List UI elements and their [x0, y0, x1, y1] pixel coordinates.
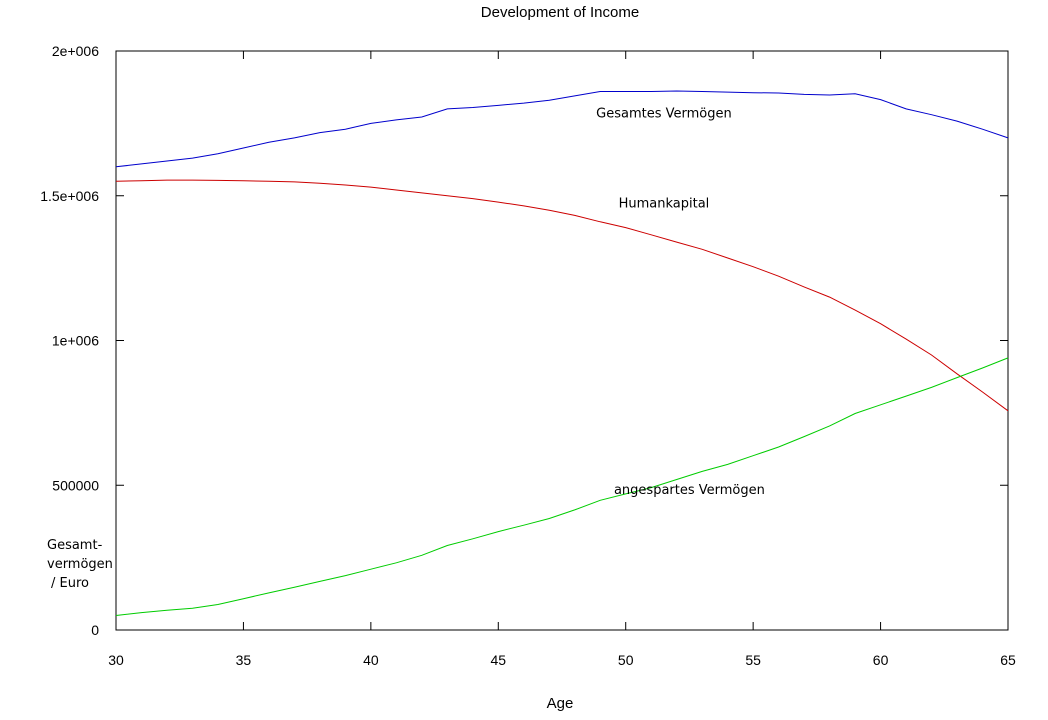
x-tick-label: 30	[108, 652, 124, 668]
x-tick-label: 60	[873, 652, 889, 668]
y-axis-label-line-3: / Euro	[51, 576, 89, 591]
series-line-humankapital	[115, 179, 1009, 412]
y-tick-label: 1e+006	[52, 333, 99, 349]
plot-frame	[115, 50, 1009, 631]
x-tick-label: 45	[490, 652, 506, 668]
x-tick-label: 35	[236, 652, 252, 668]
series-annotation: Gesamtes Vermögen	[596, 107, 732, 122]
series-annotation: angespartes Vermögen	[614, 483, 765, 498]
y-axis-label-line-1: Gesamt-	[47, 538, 103, 553]
x-tick-label: 40	[363, 652, 379, 668]
series-annotation: Humankapital	[619, 196, 710, 211]
series-line-gesamtes-verm-gen	[115, 90, 1009, 168]
y-tick-label: 500000	[52, 477, 99, 493]
series-line-angespartes-verm-gen	[115, 357, 1009, 616]
x-tick-label: 55	[745, 652, 761, 668]
x-tick-label: 50	[618, 652, 634, 668]
chart-title: Development of Income	[481, 4, 639, 21]
y-tick-label: 1.5e+006	[40, 188, 99, 204]
x-axis-label: Age	[547, 695, 574, 712]
y-axis-label-line-2: vermögen	[47, 557, 113, 572]
y-tick-label: 0	[91, 622, 99, 638]
y-tick-label: 2e+006	[52, 43, 99, 59]
x-tick-label: 65	[1000, 652, 1016, 668]
